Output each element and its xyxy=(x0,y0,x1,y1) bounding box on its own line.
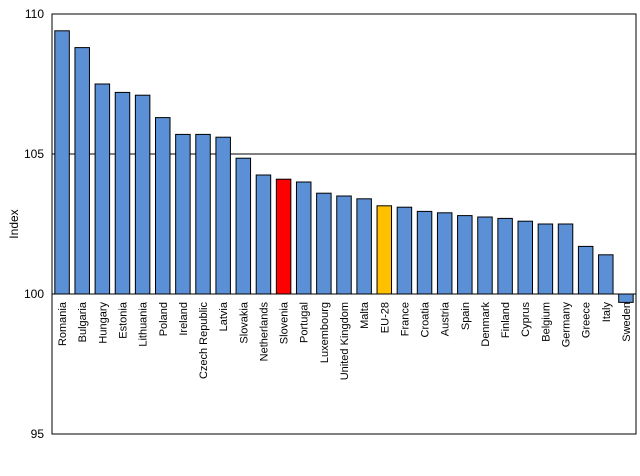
x-category-label: Poland xyxy=(158,302,170,336)
bar-lithuania xyxy=(134,94,151,295)
bars xyxy=(54,30,634,303)
x-category-label: Hungary xyxy=(97,302,109,344)
bar-latvia xyxy=(215,136,231,295)
x-category-label: Portugal xyxy=(299,302,311,343)
bar-czech-republic xyxy=(195,133,211,295)
bar-estonia xyxy=(114,91,131,295)
x-category-label: Bulgaria xyxy=(77,301,89,342)
y-tick-label: 100 xyxy=(24,287,44,301)
plot-frame xyxy=(51,13,637,435)
x-category-label: Lithuania xyxy=(138,301,150,347)
x-category-label: Finland xyxy=(500,302,512,338)
bar-malta xyxy=(356,198,372,295)
bar-greece xyxy=(577,245,594,295)
bar-eu-28 xyxy=(376,205,393,295)
y-axis-title: Index xyxy=(7,209,21,238)
x-category-label: Denmark xyxy=(480,302,492,347)
x-category-label: Belgium xyxy=(540,302,552,342)
x-category-label: Estonia xyxy=(117,301,129,339)
x-category-label: Luxembourg xyxy=(319,302,331,363)
bar-netherlands xyxy=(255,174,272,295)
bar-austria xyxy=(436,212,453,295)
bar-sweden xyxy=(618,293,634,303)
x-category-label: Malta xyxy=(359,301,371,329)
bar-portugal xyxy=(295,181,312,295)
x-category-label: Sweden xyxy=(621,302,633,342)
bar-bulgaria xyxy=(74,47,90,295)
x-category-label: France xyxy=(399,302,411,336)
x-category-label: Czech Republic xyxy=(198,302,210,380)
x-category-label: Netherlands xyxy=(258,302,270,362)
bar-denmark xyxy=(477,216,493,295)
bar-finland xyxy=(497,217,513,295)
x-category-label: Spain xyxy=(460,302,472,330)
bar-belgium xyxy=(537,223,554,295)
bar-germany xyxy=(557,223,574,295)
bar-united-kingdom xyxy=(336,195,352,295)
plot-border xyxy=(51,13,637,435)
x-category-label: Ireland xyxy=(178,302,190,336)
x-category-label: Slovakia xyxy=(238,301,250,343)
x-category-labels: Romania Bulgaria Hungary Estonia Lithuania Po… xyxy=(57,301,633,380)
x-category-label: Italy xyxy=(601,302,613,323)
bar-slovakia xyxy=(235,157,252,295)
x-category-label: Croatia xyxy=(420,301,432,337)
bar-italy xyxy=(598,254,614,295)
y-tick-label: 105 xyxy=(24,147,44,161)
y-tick-label: 110 xyxy=(25,7,44,21)
bar-luxembourg xyxy=(316,192,332,295)
bar-poland xyxy=(155,117,171,295)
bar-croatia xyxy=(416,210,433,295)
bar-ireland xyxy=(175,133,191,295)
y-tick-labels: 95 100 105 110 xyxy=(24,7,44,441)
x-category-label: Austria xyxy=(440,301,452,336)
x-category-label: Greece xyxy=(581,302,593,338)
x-category-label: Slovenia xyxy=(279,301,291,344)
bar-france xyxy=(396,206,413,295)
bar-hungary xyxy=(94,83,111,295)
bar-slovenia xyxy=(275,178,292,295)
x-category-label: Romania xyxy=(57,301,69,346)
bar-romania xyxy=(54,30,70,295)
bar-cyprus xyxy=(517,220,533,295)
x-category-label: United Kingdom xyxy=(339,302,351,380)
x-category-label: Germany xyxy=(561,302,573,348)
x-category-label: EU-28 xyxy=(379,302,391,333)
y-tick-label: 95 xyxy=(31,427,45,441)
bar-spain xyxy=(457,215,473,295)
x-category-label: Cyprus xyxy=(520,302,532,337)
x-category-label: Latvia xyxy=(218,301,230,331)
